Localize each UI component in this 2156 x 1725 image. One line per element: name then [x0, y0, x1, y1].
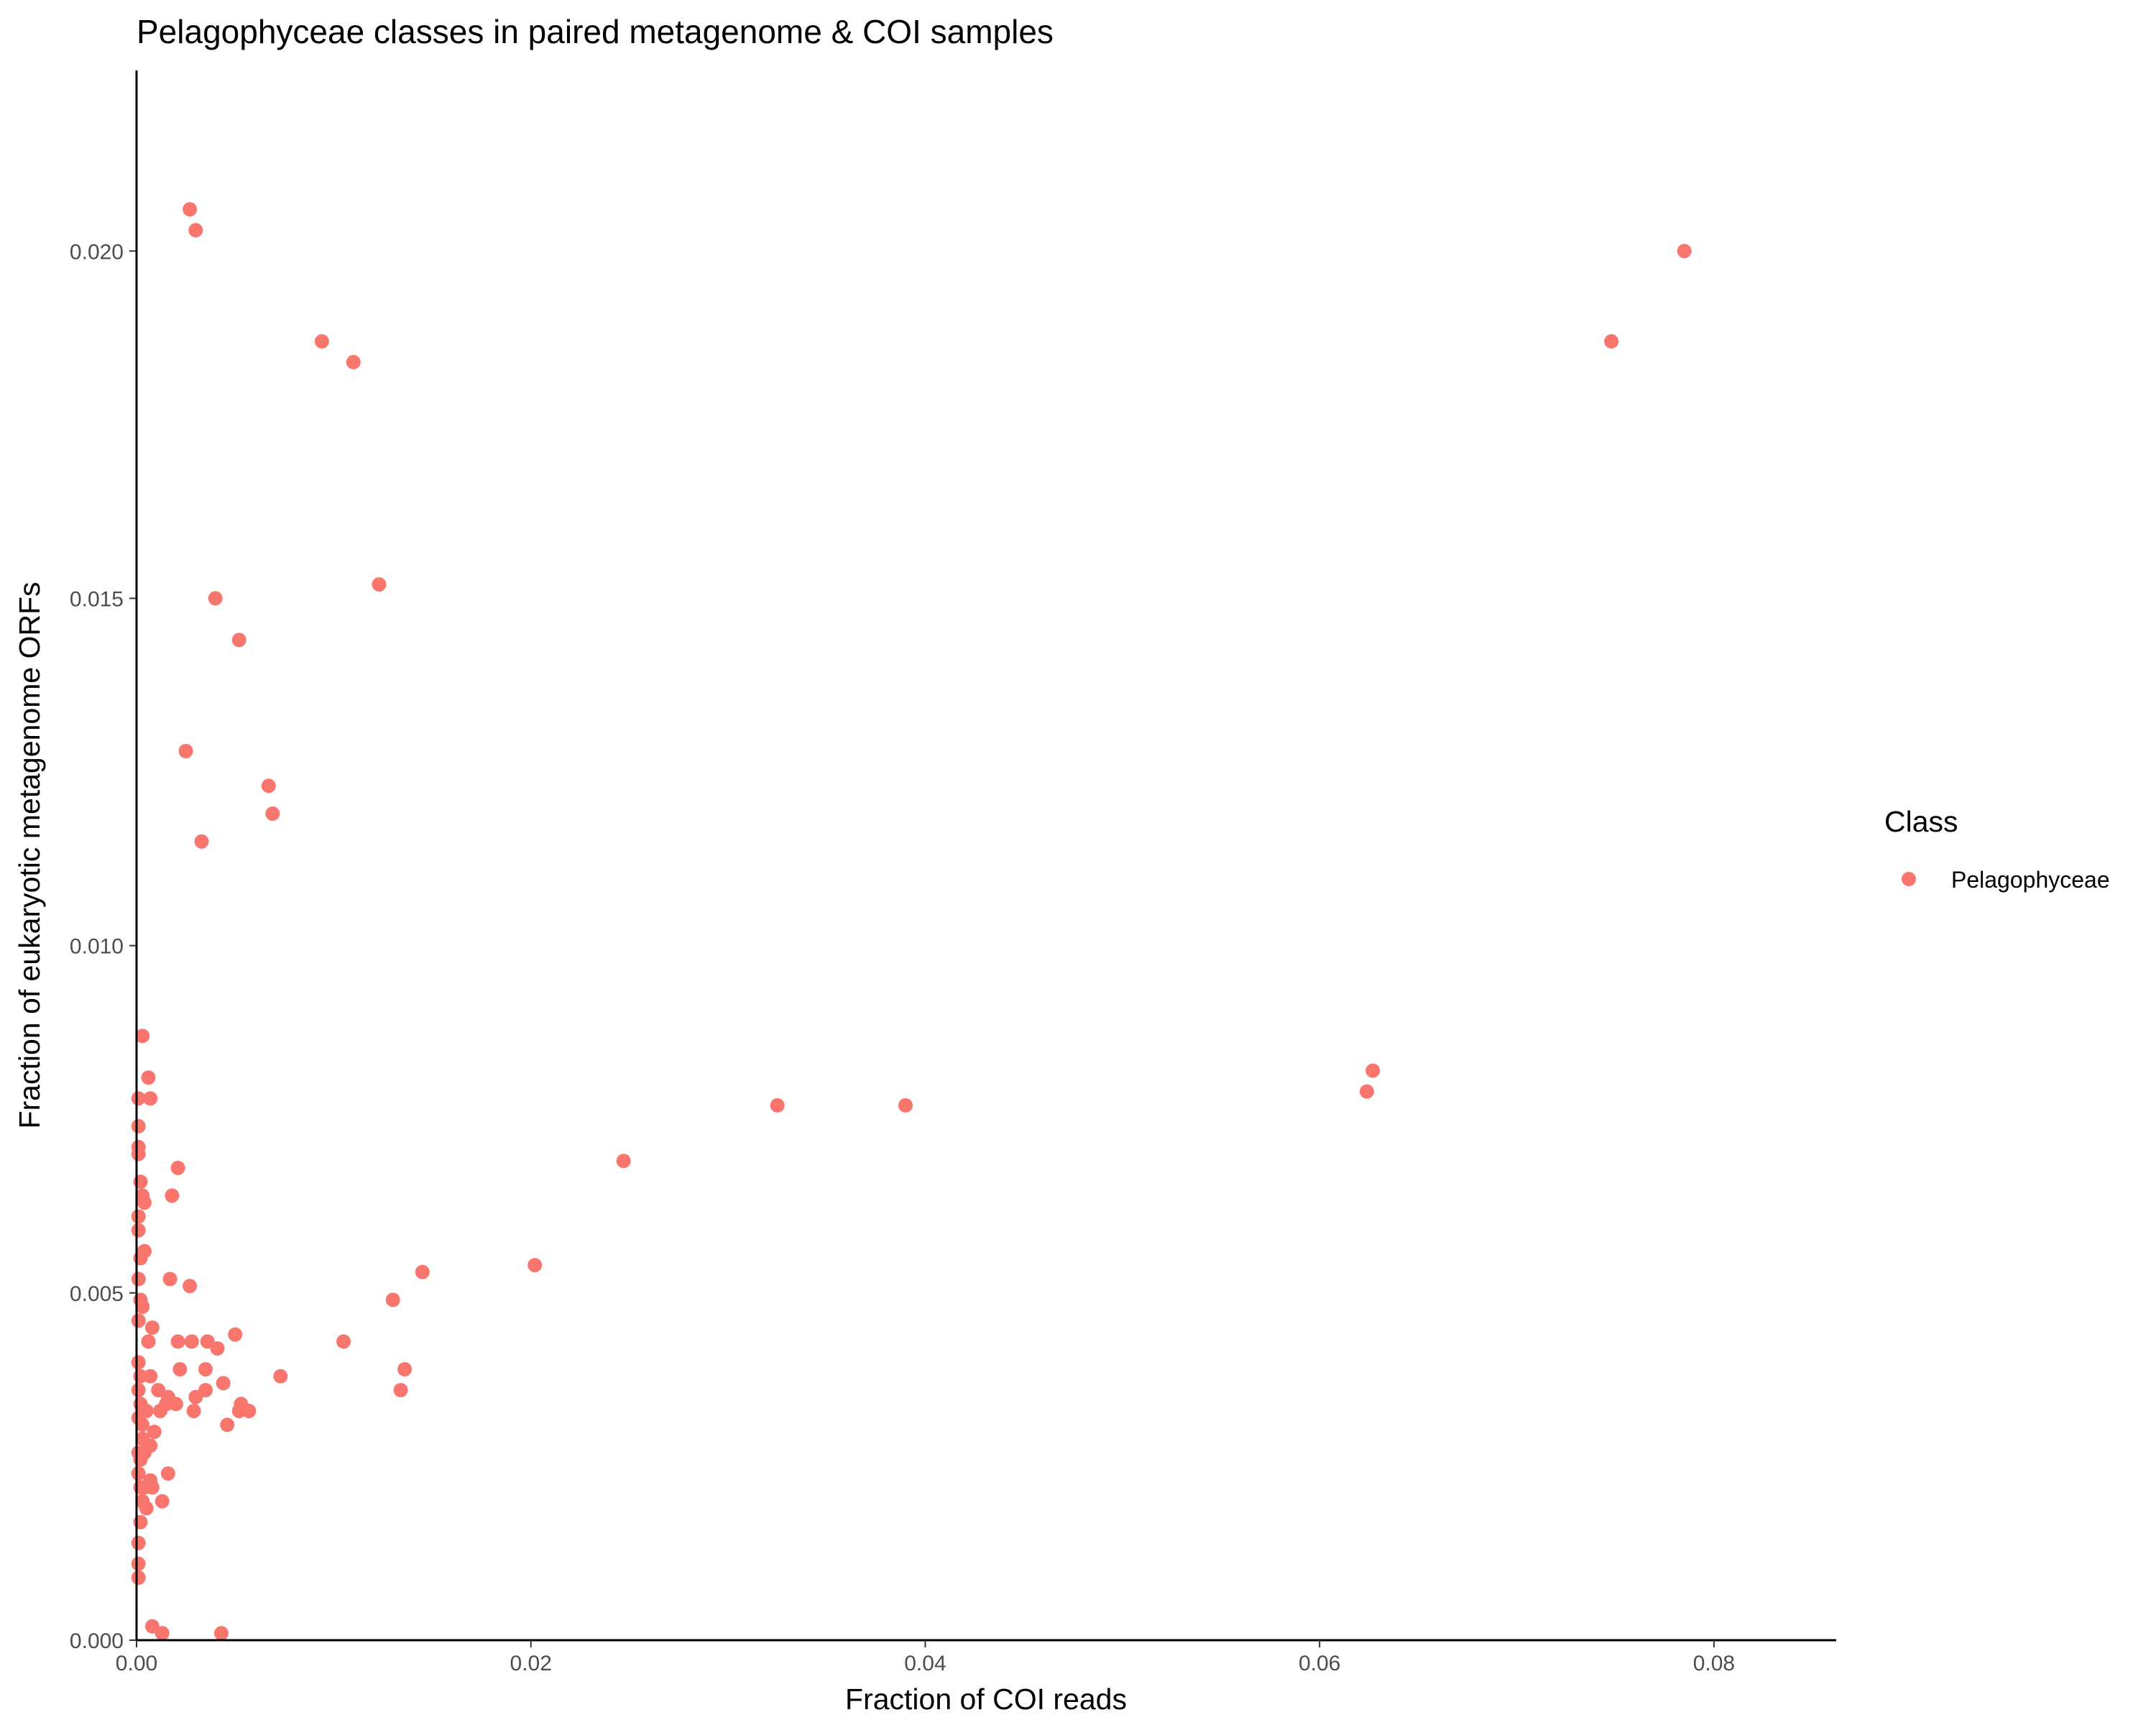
y-tick-label: 0.000: [70, 1629, 124, 1653]
data-point: [143, 1091, 158, 1106]
data-point: [143, 1368, 158, 1384]
data-point: [152, 1404, 167, 1419]
x-tick-label: 0.06: [1299, 1652, 1340, 1675]
data-point: [131, 1271, 146, 1287]
data-point: [170, 1160, 185, 1175]
data-point: [265, 806, 280, 821]
data-point: [397, 1362, 413, 1377]
data-point: [183, 202, 198, 217]
data-point: [131, 1410, 146, 1425]
x-tick-label: 0.04: [904, 1652, 946, 1675]
data-point: [188, 1389, 203, 1404]
legend: Class Pelagophyceae: [1884, 805, 2110, 893]
data-point: [131, 1556, 146, 1571]
data-point: [261, 778, 276, 794]
data-point: [770, 1098, 785, 1113]
data-point: [155, 1494, 170, 1509]
data-point: [162, 1271, 178, 1287]
data-point: [1677, 244, 1692, 259]
data-point: [141, 1070, 156, 1085]
data-point: [131, 1223, 146, 1238]
data-point: [135, 1431, 150, 1446]
data-point: [172, 1362, 188, 1377]
x-tick-label: 0.00: [116, 1652, 157, 1675]
y-tick-label: 0.015: [70, 587, 124, 611]
data-point: [188, 223, 203, 238]
data-point: [273, 1368, 288, 1384]
data-point: [393, 1383, 408, 1398]
data-point: [131, 1146, 146, 1162]
data-point: [314, 334, 329, 349]
data-point: [131, 1570, 146, 1585]
data-point: [616, 1154, 631, 1169]
data-point: [231, 632, 247, 648]
data-point: [137, 1195, 152, 1210]
data-point: [228, 1327, 243, 1342]
data-point: [131, 1445, 146, 1460]
data-point: [131, 1313, 146, 1328]
data-point: [415, 1264, 430, 1279]
data-point: [1360, 1084, 1374, 1099]
data-point: [194, 834, 209, 849]
data-point: [141, 1334, 156, 1349]
data-point: [147, 1425, 162, 1440]
data-point: [160, 1466, 175, 1481]
data-point: [198, 1362, 213, 1377]
x-tick-label: 0.08: [1693, 1652, 1735, 1675]
data-point: [898, 1098, 913, 1113]
data-point: [183, 1279, 198, 1294]
y-tick-label: 0.020: [70, 240, 124, 264]
data-point: [131, 1355, 146, 1370]
data-point: [241, 1404, 257, 1419]
data-point: [131, 1118, 146, 1133]
data-point: [1604, 334, 1619, 349]
data-point: [135, 1300, 150, 1315]
data-point: [1365, 1063, 1381, 1078]
data-point: [155, 1626, 170, 1641]
x-tick-label: 0.02: [510, 1652, 552, 1675]
data-point: [231, 1404, 247, 1419]
data-point: [139, 1501, 154, 1516]
y-tick-label: 0.010: [70, 935, 124, 959]
x-axis-title: Fraction of COI reads: [845, 1683, 1127, 1716]
data-point: [184, 1334, 199, 1349]
data-point: [178, 744, 193, 758]
y-axis-ticks: 0.000 0.005 0.010 0.015 0.020: [70, 240, 137, 1653]
y-tick-label: 0.005: [70, 1282, 124, 1306]
y-axis-title: Fraction of eukaryotic metagenome ORFs: [13, 581, 46, 1128]
data-point: [528, 1258, 543, 1273]
data-point: [131, 1466, 146, 1481]
data-point: [208, 591, 223, 606]
data-point: [336, 1334, 351, 1349]
data-point: [186, 1404, 201, 1419]
data-point: [144, 1320, 160, 1335]
x-axis-ticks: 0.00 0.02 0.04 0.06 0.08: [116, 1640, 1735, 1675]
data-point: [131, 1209, 146, 1224]
data-point: [131, 1535, 146, 1550]
data-point: [131, 1091, 146, 1106]
legend-label-pelagophyceae: Pelagophyceae: [1951, 867, 2110, 893]
data-point: [216, 1376, 231, 1391]
data-point: [165, 1188, 180, 1203]
data-point: [135, 1029, 150, 1044]
data-point: [144, 1480, 160, 1495]
data-point: [385, 1292, 400, 1307]
data-point: [210, 1341, 225, 1356]
data-point: [346, 354, 361, 369]
chart-title: Pelagophyceae classes in paired metageno…: [137, 13, 1054, 50]
legend-marker-pelagophyceae: [1902, 872, 1916, 886]
legend-title: Class: [1884, 805, 1958, 838]
data-point: [372, 577, 387, 592]
data-point: [170, 1334, 185, 1349]
data-point: [168, 1397, 183, 1412]
data-point: [131, 1383, 146, 1398]
data-point: [220, 1417, 235, 1432]
data-point: [214, 1626, 229, 1641]
